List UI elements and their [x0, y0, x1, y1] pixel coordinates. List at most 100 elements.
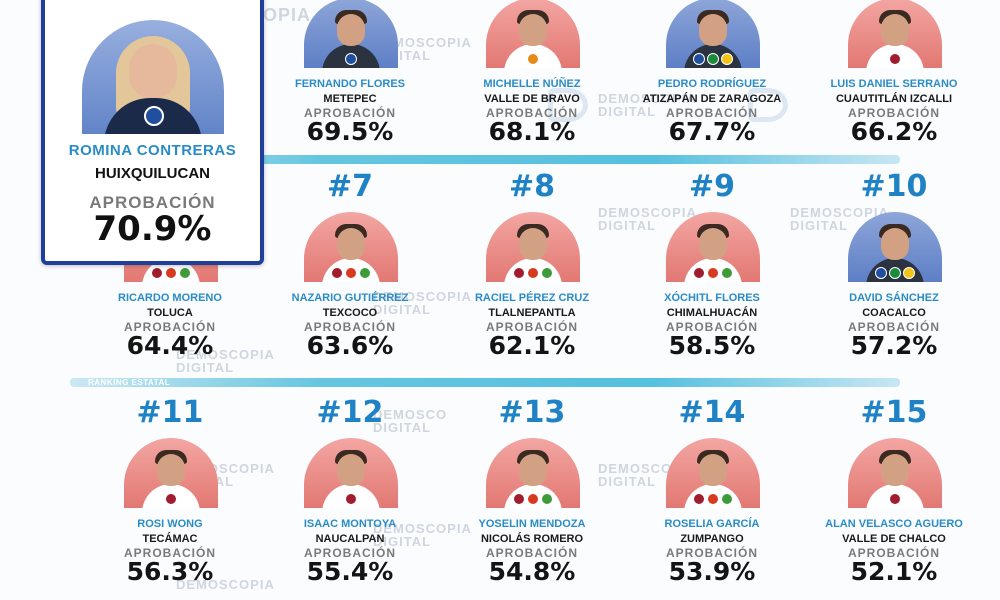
featured-card: ROMINA CONTRERAS HUIXQUILUCAN APROBACIÓN…	[41, 0, 264, 265]
candidate-name: DAVID SÁNCHEZ	[849, 292, 939, 304]
rank-number: #13	[498, 395, 566, 430]
candidate-card: LUIS DANIEL SERRANO CUAUTITLÁN IZCALLI APR…	[806, 0, 976, 188]
candidate-photo	[486, 212, 580, 282]
pan-logo-icon	[345, 53, 357, 65]
candidate-card: RACIEL PÉREZ CRUZ TLALNEPANTLA APROBACIÓN 6…	[444, 212, 614, 402]
candidate-card: ISAAC MONTOYA NAUCALPAN APROBACIÓN 55.4%	[262, 438, 432, 600]
candidate-photo	[82, 20, 224, 134]
pvem-logo-icon	[541, 267, 553, 279]
approval-value: 53.9%	[668, 557, 756, 586]
candidate-card: PEDRO RODRÍGUEZ ATIZAPÁN DE ZARAGOZA APROB…	[624, 0, 794, 188]
rank-number: #8	[508, 169, 555, 204]
pt-logo-icon	[707, 267, 719, 279]
candidate-name: ROSELIA GARCÍA	[664, 518, 760, 530]
approval-value: 66.2%	[850, 117, 938, 146]
approval-value: 56.3%	[126, 557, 214, 586]
candidate-photo	[486, 0, 580, 68]
rank-number: #14	[678, 395, 746, 430]
candidate-name: LUIS DANIEL SERRANO	[830, 78, 958, 90]
pt-logo-icon	[345, 267, 357, 279]
approval-value: 52.1%	[850, 557, 938, 586]
pan-logo-icon	[144, 106, 164, 126]
approval-label: APROBACIÓN	[485, 320, 578, 334]
candidate-photo	[848, 0, 942, 68]
morena-logo-icon	[165, 493, 177, 505]
municipality: VALLE DE CHALCO	[842, 533, 946, 545]
candidate-card: ROSI WONG TECÁMAC APROBACIÓN 56.3%	[82, 438, 252, 600]
approval-label: APROBACIÓN	[847, 546, 940, 560]
municipality: TOLUCA	[147, 307, 193, 319]
municipality: CHIMALHUACÁN	[666, 307, 758, 319]
candidate-card: YOSELIN MENDOZA NICOLÁS ROMERO APROBACIÓN 5…	[444, 438, 614, 600]
approval-label: APROBACIÓN	[123, 320, 216, 334]
candidate-photo	[666, 0, 760, 68]
approval-label: APROBACIÓN	[665, 106, 758, 120]
pan-logo-icon	[875, 267, 887, 279]
candidate-photo	[304, 0, 398, 68]
pri-logo-icon	[707, 53, 719, 65]
morena-logo-icon	[151, 267, 163, 279]
candidate-photo	[666, 438, 760, 508]
morena-logo-icon	[693, 267, 705, 279]
pvem-logo-icon	[721, 493, 733, 505]
approval-label: APROBACIÓN	[303, 320, 396, 334]
candidate-name: ISAAC MONTOYA	[303, 518, 397, 530]
approval-value: 63.6%	[306, 331, 394, 360]
ranking-label: RANKING ESTATAL	[88, 378, 171, 387]
municipality: ZUMPANGO	[680, 533, 744, 545]
approval-value: 70.9%	[93, 209, 212, 249]
candidate-photo	[304, 438, 398, 508]
morena-logo-icon	[513, 267, 525, 279]
pt-logo-icon	[165, 267, 177, 279]
pvem-logo-icon	[359, 267, 371, 279]
candidate-card: MICHELLE NÚÑEZ VALLE DE BRAVO APROBACIÓN 68…	[444, 0, 614, 188]
approval-label: APROBACIÓN	[485, 546, 578, 560]
rank-number: #9	[688, 169, 735, 204]
pvem-logo-icon	[541, 493, 553, 505]
candidate-card: ALAN VELASCO AGUERO VALLE DE CHALCO APROBA…	[806, 438, 976, 600]
pri-logo-icon	[889, 267, 901, 279]
municipality: TLALNEPANTLA	[488, 307, 576, 319]
approval-value: 57.2%	[850, 331, 938, 360]
candidate-name: ALAN VELASCO AGUERO	[825, 518, 963, 530]
candidate-photo	[304, 212, 398, 282]
approval-label: APROBACIÓN	[89, 193, 216, 212]
morena-logo-icon	[331, 267, 343, 279]
candidate-card: FERNANDO FLORES METEPEC APROBACIÓN 69.5%	[262, 0, 432, 188]
approval-label: APROBACIÓN	[485, 106, 578, 120]
watermark-logo	[548, 88, 588, 122]
candidate-card: NAZARIO GUTIÉRREZ TEXCOCO APROBACIÓN 63.6%	[262, 212, 432, 402]
separator-bar	[70, 378, 900, 387]
rank-number: #15	[860, 395, 928, 430]
approval-label: APROBACIÓN	[847, 106, 940, 120]
candidate-name: RICARDO MORENO	[118, 292, 222, 304]
pvem-logo-icon	[721, 267, 733, 279]
approval-value: 55.4%	[306, 557, 394, 586]
municipality: COACALCO	[862, 307, 926, 319]
candidate-name: ROMINA CONTRERAS	[68, 142, 237, 159]
approval-value: 54.8%	[488, 557, 576, 586]
rank-number: #11	[136, 395, 204, 430]
approval-label: APROBACIÓN	[303, 546, 396, 560]
municipality: CUAUTITLÁN IZCALLI	[835, 93, 953, 105]
candidate-name: RACIEL PÉREZ CRUZ	[474, 292, 590, 304]
morena-logo-icon	[889, 53, 901, 65]
rank-number: #12	[316, 395, 384, 430]
municipality: NICOLÁS ROMERO	[480, 533, 584, 545]
approval-value: 68.1%	[488, 117, 576, 146]
candidate-photo	[124, 438, 218, 508]
approval-value: 64.4%	[126, 331, 214, 360]
candidate-photo	[848, 438, 942, 508]
candidate-photo	[666, 212, 760, 282]
morena-logo-icon	[693, 493, 705, 505]
candidate-name: NAZARIO GUTIÉRREZ	[291, 292, 409, 304]
approval-label: APROBACIÓN	[665, 546, 758, 560]
candidate-card: DAVID SÁNCHEZ COACALCO APROBACIÓN 57.2%	[806, 212, 976, 402]
candidate-photo	[486, 438, 580, 508]
approval-label: APROBACIÓN	[847, 320, 940, 334]
